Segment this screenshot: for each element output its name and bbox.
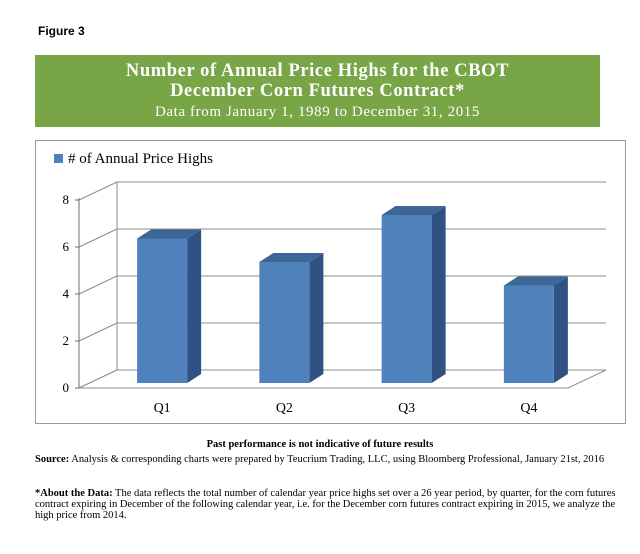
bar-q4 [503,285,554,383]
y-tick-label: 0 [63,380,70,395]
bar-top [259,253,324,262]
bar-side [431,206,446,383]
y-tick-label: 2 [63,333,70,348]
legend-label: # of Annual Price Highs [68,151,213,167]
chart-floor [78,369,607,389]
chart-title-line1: Number of Annual Price Highs for the CBO… [125,61,510,81]
gridline-side [78,322,118,342]
bar-top [137,229,202,239]
bar-top [381,206,446,215]
about-data-note: *About the Data: The data reflects the t… [35,488,633,521]
gridline-side [78,275,118,295]
x-tick-label: Q1 [154,401,171,416]
gridline-side [78,181,118,201]
bar-top [503,276,568,286]
chart-subtitle: Data from January 1, 1989 to December 31… [154,104,480,120]
chart-title-line2: December Corn Futures Contract* [170,81,465,101]
bar-side [553,276,568,383]
legend-swatch [54,154,63,163]
source-lead: Source: [35,454,70,465]
bar-side [187,229,202,383]
bar-q2 [259,262,310,383]
x-tick-label: Q4 [520,401,537,416]
figure-label: Figure 3 [38,24,85,38]
x-tick-label: Q3 [398,401,415,416]
about-lead: *About the Data: [35,488,113,499]
y-tick-label: 8 [63,192,70,207]
gridline-side [78,228,118,248]
chart-title-banner: Number of Annual Price Highs for the CBO… [35,55,600,127]
bar-q3 [381,215,432,383]
bar-side [309,253,324,383]
disclaimer: Past performance is not indicative of fu… [206,439,434,450]
about-text: The data reflects the total number of ca… [35,488,616,521]
y-tick-label: 6 [63,239,70,254]
y-tick-label: 4 [63,286,70,301]
source-note: Source: Analysis & corresponding charts … [35,454,633,465]
bar-q1 [137,238,188,383]
source-text: Analysis & corresponding charts were pre… [71,454,605,465]
x-tick-label: Q2 [276,401,293,416]
